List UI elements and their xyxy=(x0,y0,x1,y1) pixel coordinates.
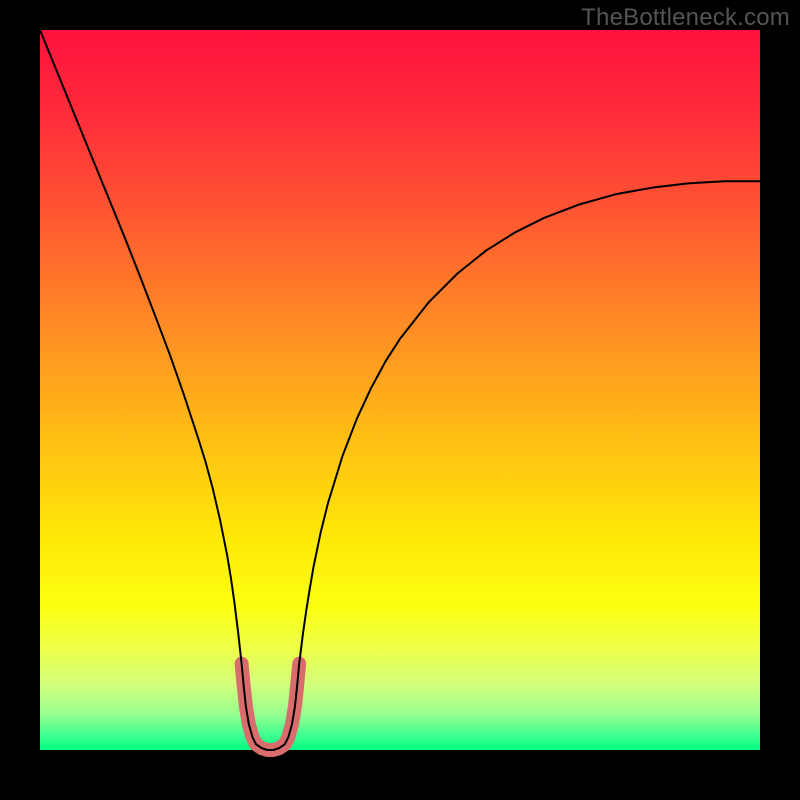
bottleneck-chart xyxy=(0,0,800,800)
chart-plot-area xyxy=(40,30,760,750)
watermark-text: TheBottleneck.com xyxy=(581,4,790,32)
